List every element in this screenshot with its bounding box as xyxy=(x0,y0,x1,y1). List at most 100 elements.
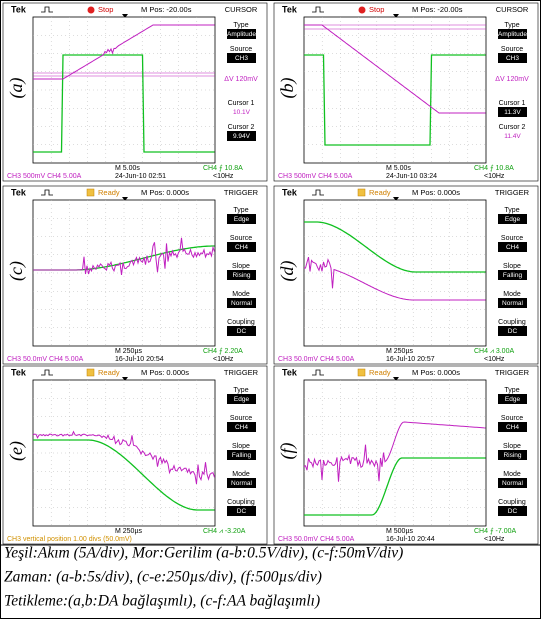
menu-item-name: Cursor 1 xyxy=(228,100,255,107)
caption-line: Tetikleme:(a,b:DA bağlaşımlı), (c-f:AA b… xyxy=(4,593,320,610)
menu-title: TRIGGER xyxy=(224,368,259,377)
menu-item-value: Rising xyxy=(503,452,521,459)
brand: Tek xyxy=(11,187,27,197)
menu-item-value: Falling xyxy=(503,272,523,279)
m-pos: M Pos: 0.000s xyxy=(412,188,460,197)
channel-settings: CH3 vertical position 1.00 divs (50.0mV) xyxy=(7,536,132,543)
menu-item-name: Cursor 1 xyxy=(499,100,526,107)
menu-title: TRIGGER xyxy=(224,188,259,197)
menu-item-name: Source xyxy=(230,415,252,422)
frequency: <10Hz xyxy=(213,173,234,180)
timebase: M 250µs xyxy=(386,348,413,355)
brand: Tek xyxy=(282,4,298,14)
panel-label: (b) xyxy=(277,78,298,99)
panel-label: (c) xyxy=(6,261,27,281)
date: 16-Jul-10 20:44 xyxy=(386,536,435,543)
menu-item-value: 11.4V xyxy=(504,133,521,140)
menu-item-value: 10.1V xyxy=(233,109,251,116)
scope-panel: TekReadyM Pos: 0.000sTRIGGER(c)TypeEdgeS… xyxy=(3,186,267,364)
brand: Tek xyxy=(282,367,298,377)
m-pos: M Pos: -20.00s xyxy=(412,5,463,14)
menu-item-name: Type xyxy=(504,22,519,29)
menu-item-name: Cursor 2 xyxy=(228,124,255,131)
menu-item-value: Normal xyxy=(502,300,524,307)
cursor-delta: ΔV 120mV xyxy=(224,76,258,83)
menu-item-value: Amplitude xyxy=(498,31,527,38)
menu-item-name: Type xyxy=(233,207,248,214)
status: Stop xyxy=(98,5,113,14)
menu-item-value: DC xyxy=(508,328,518,335)
scope-panel: TekReadyM Pos: 0.000sTRIGGER(f)TypeEdgeS… xyxy=(274,366,538,544)
trigger-setting: CH4 ⩘ -3.20A xyxy=(203,528,246,535)
menu-item-name: Slope xyxy=(232,263,250,270)
menu-title: TRIGGER xyxy=(495,188,530,197)
brand: Tek xyxy=(11,367,27,377)
menu-item-name: Mode xyxy=(232,471,250,478)
status-box xyxy=(358,369,365,376)
channel-settings: CH3 500mV CH4 5.00A xyxy=(7,173,82,180)
menu-item-value: 11.3V xyxy=(504,109,521,116)
menu-item-name: Source xyxy=(230,235,252,242)
trigger-setting: CH4 ⨍ 10.8A xyxy=(474,164,514,172)
menu-item-value: Edge xyxy=(234,396,250,403)
menu-title: TRIGGER xyxy=(495,368,530,377)
frequency: <10Hz xyxy=(484,536,505,543)
caption-line: Yeşil:Akım (5A/div), Mor:Gerilim (a-b:0.… xyxy=(4,545,403,562)
brand: Tek xyxy=(11,4,27,14)
caption-line: Zaman: (a-b:5s/div), (c-e:250µs/div), (f… xyxy=(4,569,322,586)
date: 16-Jul-10 20:57 xyxy=(386,356,435,363)
menu-item-name: Type xyxy=(233,387,248,394)
status: Ready xyxy=(98,368,120,377)
trigger-setting: CH4 ⩘ 3.00A xyxy=(474,348,514,355)
menu-item-value: CH4 xyxy=(235,244,248,251)
date: 24-Jun-10 02:51 xyxy=(115,173,166,180)
frequency: <10Hz xyxy=(213,356,234,363)
menu-item-value: Normal xyxy=(502,480,524,487)
menu-item-value: CH4 xyxy=(235,424,248,431)
panel-label: (f) xyxy=(277,443,298,460)
menu-item-value: CH3 xyxy=(235,55,248,62)
channel-settings: CH3 50.0mV CH4 5.00A xyxy=(278,356,355,363)
status-dot xyxy=(359,7,366,14)
menu-item-value: Edge xyxy=(505,396,521,403)
trigger-setting: CH4 ⨍ 2.20A xyxy=(203,347,243,355)
m-pos: M Pos: 0.000s xyxy=(141,188,189,197)
figure: Yeşil:Akım (5A/div), Mor:Gerilim (a-b:0.… xyxy=(0,0,541,619)
m-pos: M Pos: 0.000s xyxy=(141,368,189,377)
menu-item-name: Source xyxy=(501,235,523,242)
trigger-setting: CH4 ⨍ 10.8A xyxy=(203,164,243,172)
timebase: M 500µs xyxy=(386,528,413,535)
menu-item-name: Type xyxy=(233,22,248,29)
panel-label: (e) xyxy=(6,441,27,461)
m-pos: M Pos: -20.00s xyxy=(141,5,192,14)
menu-item-name: Coupling xyxy=(227,319,255,326)
brand: Tek xyxy=(282,187,298,197)
menu-item-value: CH4 xyxy=(506,424,519,431)
menu-item-name: Coupling xyxy=(227,499,255,506)
menu-item-name: Cursor 2 xyxy=(499,124,526,131)
status: Stop xyxy=(369,5,384,14)
status: Ready xyxy=(369,188,391,197)
menu-item-value: CH4 xyxy=(506,244,519,251)
panel-label: (a) xyxy=(6,78,27,99)
menu-item-name: Mode xyxy=(503,471,521,478)
status: Ready xyxy=(98,188,120,197)
menu-item-name: Mode xyxy=(503,291,521,298)
frequency: <10Hz xyxy=(484,173,505,180)
menu-title: CURSOR xyxy=(225,5,258,14)
date: 16-Jul-10 20:54 xyxy=(115,356,164,363)
menu-item-value: Rising xyxy=(232,272,250,279)
m-pos: M Pos: 0.000s xyxy=(412,368,460,377)
scope-panel: TekStopM Pos: -20.00sCURSOR(a)TypeAmplit… xyxy=(3,3,267,181)
menu-item-value: Edge xyxy=(505,216,521,223)
menu-item-name: Source xyxy=(501,415,523,422)
cursor-delta: ΔV 120mV xyxy=(495,76,529,83)
status-box xyxy=(358,189,365,196)
trigger-setting: CH4 ⨍ -7.00A xyxy=(474,527,516,535)
menu-item-name: Slope xyxy=(503,443,521,450)
menu-item-name: Slope xyxy=(232,443,250,450)
menu-item-value: 9.94V xyxy=(233,133,251,140)
menu-item-value: CH3 xyxy=(506,55,519,62)
